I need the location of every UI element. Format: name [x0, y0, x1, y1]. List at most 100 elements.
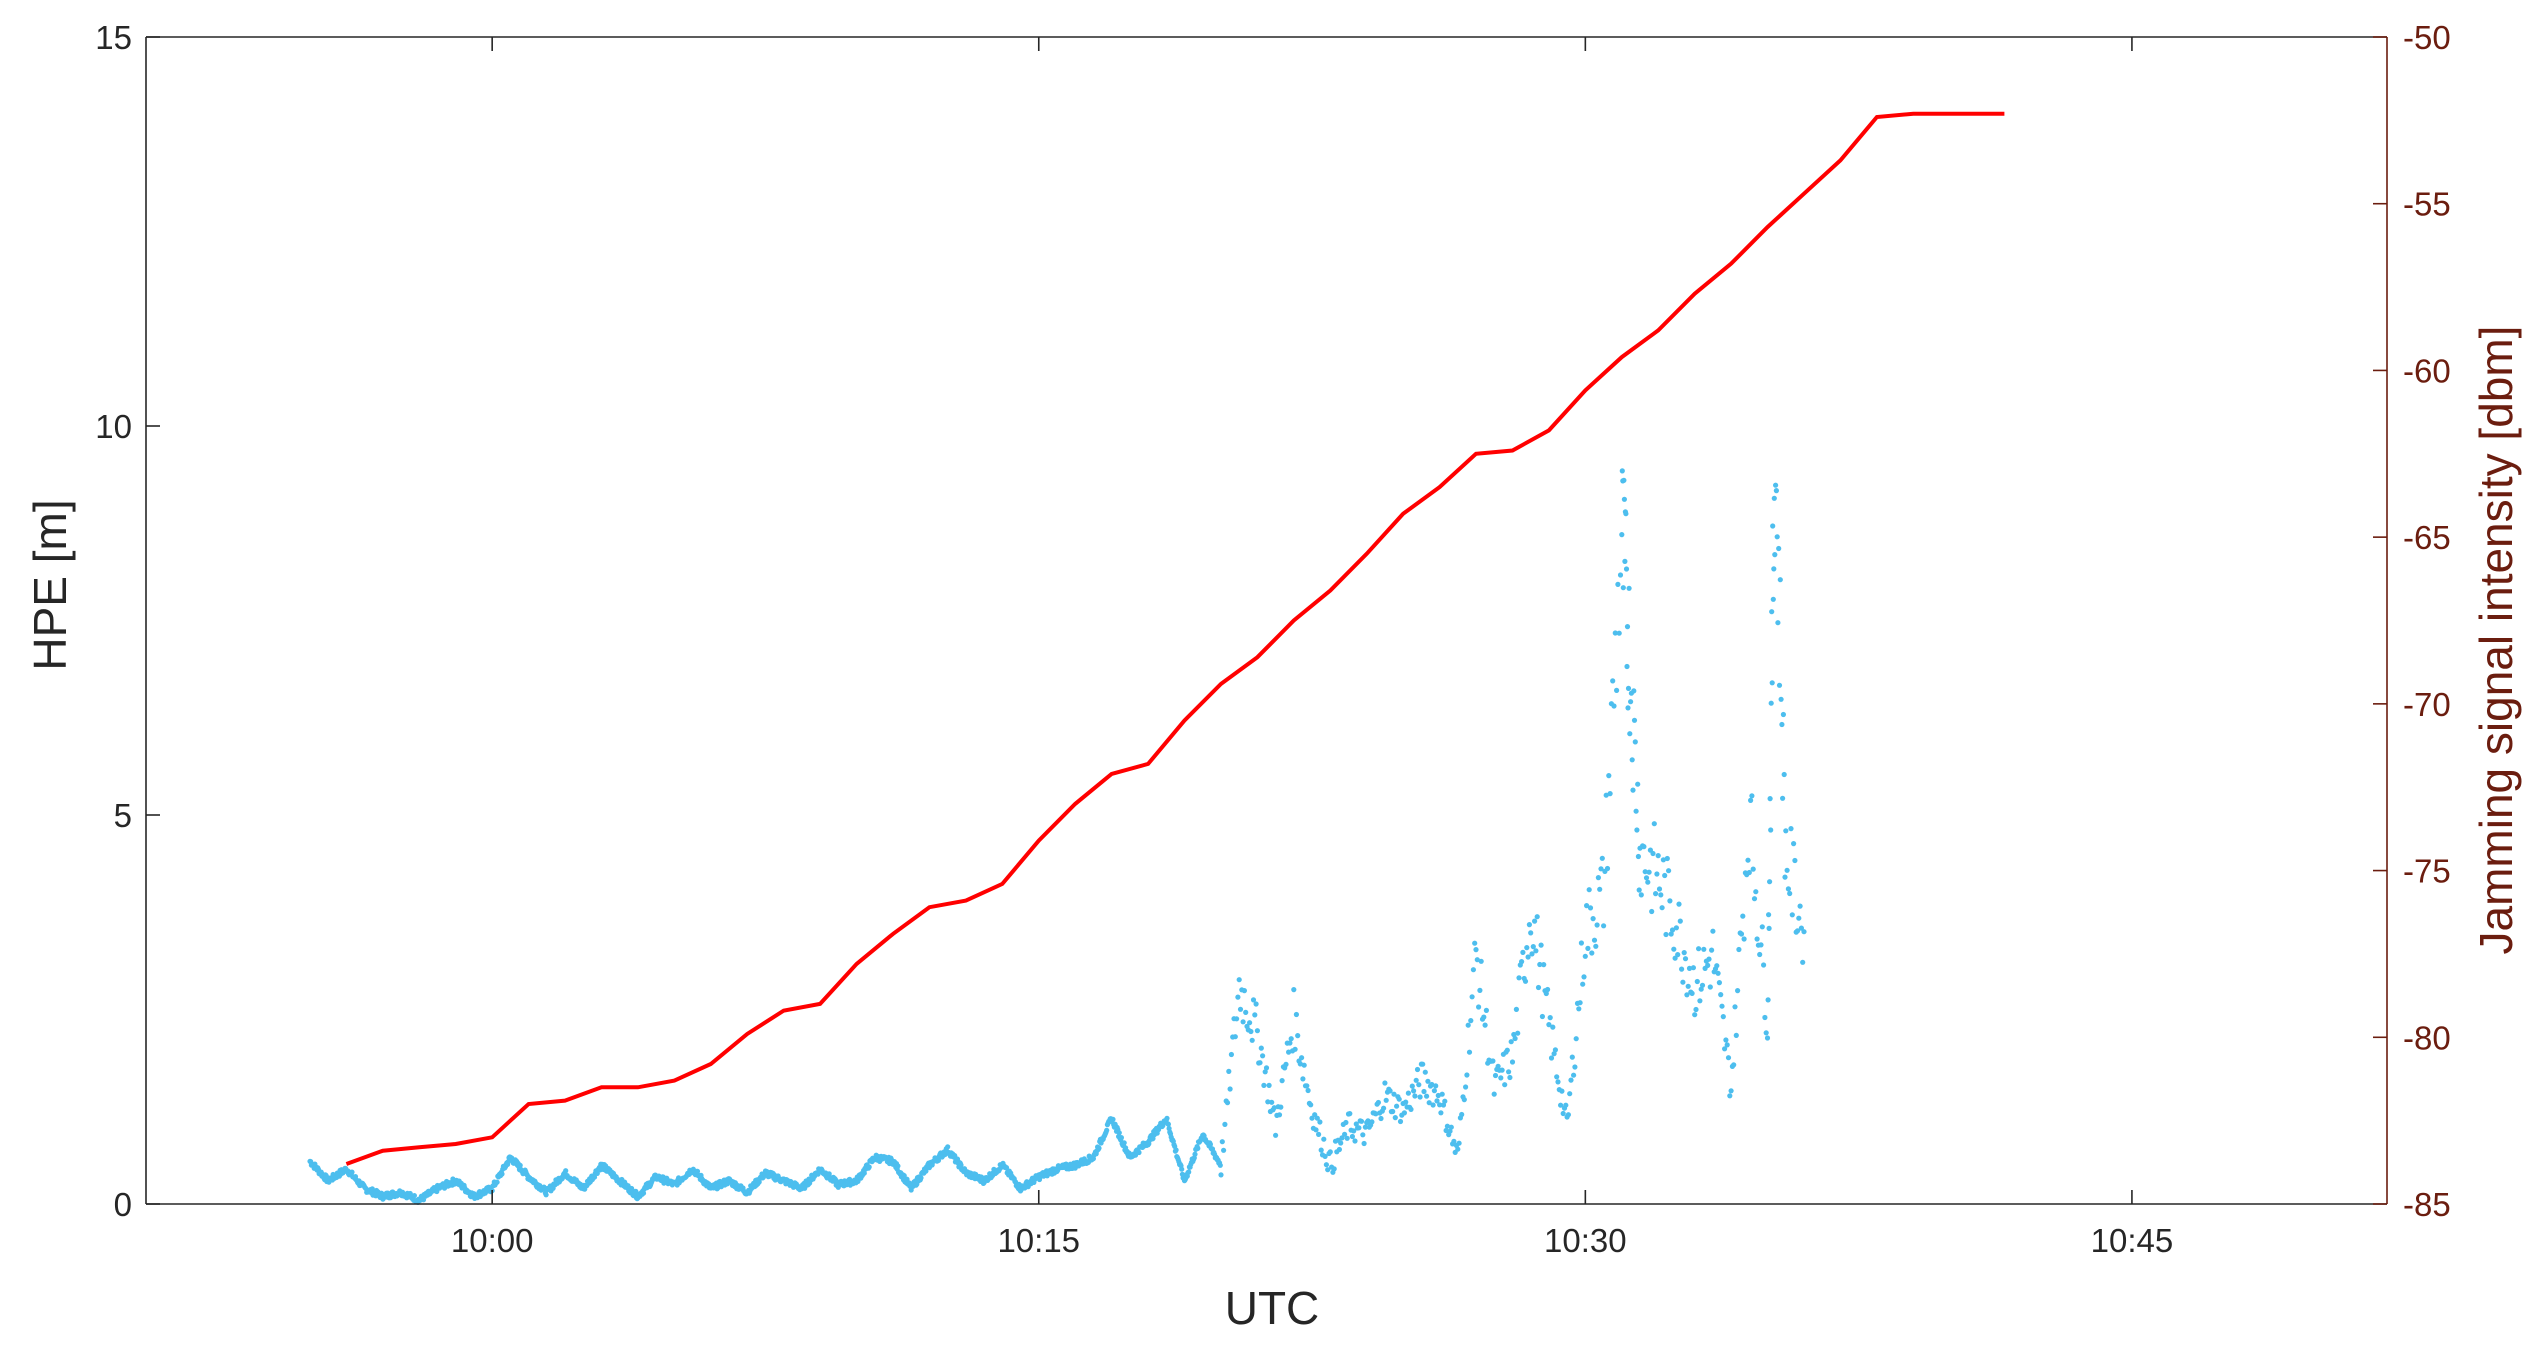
hpe-point [1351, 1128, 1357, 1134]
hpe-point [1565, 1112, 1571, 1118]
hpe-point [1269, 1099, 1275, 1105]
hpe-point [1722, 1046, 1728, 1052]
hpe-point [1248, 1028, 1254, 1035]
hpe-point [1258, 1045, 1264, 1051]
hpe-point [1603, 792, 1609, 798]
hpe-point [1469, 994, 1475, 1000]
hpe-point [1594, 922, 1600, 928]
hpe-series [307, 468, 1807, 1205]
hpe-point [1221, 1147, 1227, 1153]
hpe-point [1660, 857, 1666, 863]
hpe-point [1781, 771, 1787, 778]
hpe-point [1753, 889, 1759, 895]
hpe-point [1442, 1098, 1448, 1104]
hpe-point [1426, 1100, 1432, 1106]
hpe-point [1247, 1020, 1253, 1026]
hpe-point [1658, 892, 1664, 898]
hpe-point [1343, 1119, 1349, 1126]
hpe-point [1533, 948, 1539, 954]
hpe-point [1227, 1086, 1233, 1092]
hpe-point [1361, 1140, 1367, 1147]
hpe-point [1664, 855, 1670, 862]
hpe-point [1624, 624, 1631, 630]
hpe-point [1738, 931, 1745, 937]
hpe-point [1568, 1077, 1574, 1083]
hpe-point [1710, 928, 1716, 934]
hpe-point [1611, 703, 1617, 709]
jamming-series-line [345, 111, 2005, 1166]
hpe-point [1675, 952, 1681, 958]
hpe-point [1186, 1169, 1192, 1175]
hpe-point [1698, 986, 1704, 992]
hpe-point [1620, 585, 1626, 591]
x-tick-label: 10:00 [451, 1222, 534, 1259]
hpe-point [1593, 943, 1599, 949]
hpe-point [1766, 912, 1772, 918]
hpe-point [1624, 663, 1630, 670]
y-tick-label-left: 5 [114, 797, 132, 834]
hpe-point [1526, 922, 1532, 928]
hpe-point [861, 1170, 867, 1176]
hpe-point [1439, 1091, 1445, 1097]
hpe-point [1778, 696, 1784, 702]
hpe-point [1621, 477, 1627, 483]
hpe-point [935, 1157, 942, 1163]
hpe-point [1772, 552, 1778, 558]
hpe-point [1715, 970, 1721, 976]
hpe-point [1362, 1124, 1368, 1130]
hpe-point [1512, 1035, 1518, 1042]
hpe-point [1342, 1131, 1348, 1137]
hpe-point [1313, 1127, 1319, 1133]
hpe-point [1663, 931, 1669, 938]
hpe-point [1412, 1093, 1418, 1099]
hpe-point [1788, 826, 1794, 832]
hpe-point [1164, 1115, 1170, 1121]
hpe-point [1254, 1028, 1260, 1034]
hpe-point [1192, 1151, 1198, 1157]
hpe-point [1552, 1047, 1558, 1053]
hpe-point [1775, 620, 1781, 626]
hpe-point [1241, 988, 1247, 994]
hpe-point [1448, 1124, 1454, 1130]
hpe-point [1382, 1080, 1388, 1086]
y-tick-label-right: -85 [2403, 1186, 2451, 1223]
hpe-point [1725, 1055, 1732, 1061]
hpe-point [1782, 874, 1788, 880]
hpe-point [1766, 925, 1772, 932]
hpe-point [1504, 1047, 1510, 1053]
hpe-point [918, 1175, 924, 1181]
hpe-point [1499, 1067, 1505, 1073]
hpe-point [1656, 886, 1663, 892]
hpe-point [1273, 1132, 1279, 1138]
hpe-point [1265, 1099, 1271, 1105]
hpe-point [1597, 886, 1603, 892]
hpe-point [1528, 930, 1534, 936]
hpe-point [1195, 1145, 1201, 1151]
hpe-point [1768, 700, 1774, 706]
hpe-point [1260, 1053, 1266, 1059]
hpe-point [1420, 1061, 1426, 1067]
hpe-point [1429, 1081, 1435, 1088]
hpe-point [1548, 1055, 1555, 1061]
hpe-point [1283, 1061, 1289, 1067]
hpe-point [1750, 866, 1756, 872]
hpe-point [411, 1193, 417, 1199]
hpe-point [1431, 1088, 1437, 1094]
hpe-point [1573, 1036, 1579, 1042]
hpe-point [1369, 1119, 1375, 1125]
hpe-point [1769, 609, 1775, 615]
hpe-point [1631, 688, 1637, 694]
hpe-point [1413, 1077, 1419, 1083]
hpe-point [958, 1162, 964, 1168]
hpe-point [1136, 1149, 1142, 1156]
hpe-point [1672, 955, 1678, 961]
hpe-point [1777, 577, 1783, 583]
hpe-point [494, 1179, 500, 1185]
hpe-point [1643, 875, 1650, 881]
hpe-point [1349, 1133, 1355, 1140]
hpe-point [1791, 841, 1797, 847]
hpe-point [1792, 857, 1798, 864]
hpe-point [1666, 868, 1672, 874]
hpe-point [1401, 1110, 1407, 1116]
hpe-point [1397, 1118, 1404, 1125]
